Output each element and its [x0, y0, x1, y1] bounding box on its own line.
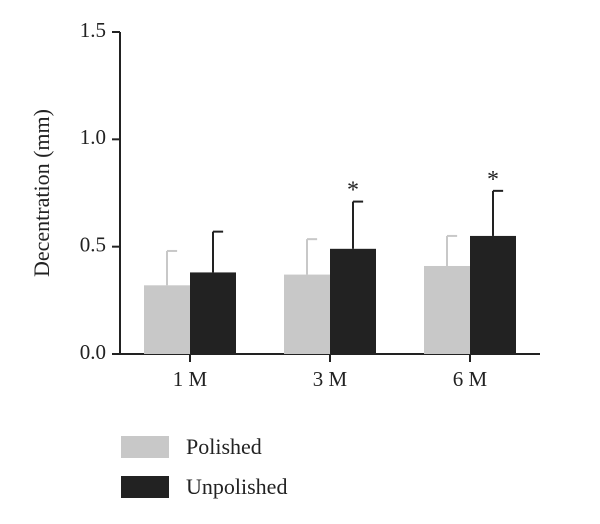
bar-polished	[424, 265, 470, 354]
x-tick-label: 1 M	[173, 367, 208, 391]
y-tick-label: 0.5	[80, 232, 106, 256]
x-tick-label: 6 M	[453, 367, 488, 391]
x-ticks: 1 M 3 M 6 M	[173, 354, 488, 391]
bar-polished	[144, 285, 190, 354]
y-tick-label: 1.5	[80, 18, 106, 42]
legend-label-unpolished: Unpolished	[186, 474, 287, 499]
bar-unpolished	[190, 272, 236, 354]
legend: Polished Unpolished	[121, 434, 287, 499]
legend-label-polished: Polished	[186, 434, 262, 459]
y-tick-label: 1.0	[80, 125, 106, 149]
legend-swatch-unpolished	[121, 476, 169, 498]
y-ticks: 0.0 0.5 1.0 1.5	[80, 18, 120, 364]
bars	[144, 235, 516, 354]
y-axis-title: Decentration (mm)	[29, 109, 54, 277]
y-tick-label: 0.0	[80, 340, 106, 364]
bar-polished	[284, 274, 330, 354]
significance-markers: * *	[347, 167, 499, 204]
legend-swatch-polished	[121, 436, 169, 458]
significance-label: *	[347, 178, 359, 204]
significance-label: *	[487, 167, 499, 193]
bar-unpolished	[470, 235, 516, 354]
x-tick-label: 3 M	[313, 367, 348, 391]
error-bars	[166, 189, 504, 286]
bar-unpolished	[330, 248, 376, 354]
